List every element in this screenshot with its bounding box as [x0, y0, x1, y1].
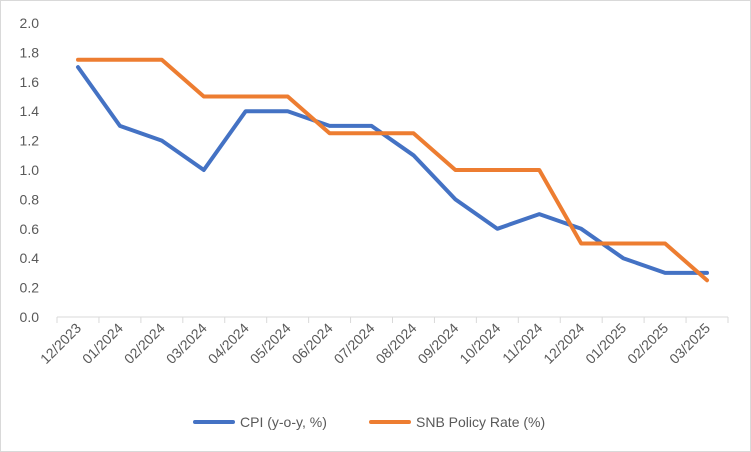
- series-lines: [76, 57, 709, 283]
- x-tick-label: 12/2024: [540, 320, 587, 367]
- y-tick-label: 0.2: [20, 280, 40, 296]
- x-tick-label: 03/2024: [163, 320, 210, 367]
- y-tick-label: 0.8: [20, 191, 40, 207]
- x-tick-label: 12/2023: [37, 320, 84, 367]
- x-tick-label: 01/2024: [79, 320, 126, 367]
- x-tick-label: 04/2024: [205, 320, 252, 367]
- x-tick-label: 01/2025: [582, 320, 629, 367]
- y-axis-ticks: 0.0 0.2 0.4 0.6 0.8 1.0 1.2 1.4 1.6 1.8 2.0: [20, 15, 40, 325]
- x-tick-label: 09/2024: [414, 320, 461, 367]
- x-tick-label: 08/2024: [372, 320, 419, 367]
- legend-label-0: CPI (y-o-y, %): [240, 414, 327, 430]
- legend-label-1: SNB Policy Rate (%): [416, 414, 545, 430]
- y-tick-label: 2.0: [20, 15, 40, 31]
- y-tick-label: 0.6: [20, 221, 40, 237]
- y-tick-label: 0.0: [20, 309, 40, 325]
- x-tick-label: 07/2024: [331, 320, 378, 367]
- x-tick-label: 02/2025: [624, 320, 671, 367]
- x-tick-label: 11/2024: [499, 320, 546, 367]
- x-tick-label: 06/2024: [289, 320, 336, 367]
- x-tick-label: 02/2024: [121, 320, 168, 367]
- y-tick-label: 1.2: [20, 133, 40, 149]
- legend: CPI (y-o-y, %) SNB Policy Rate (%): [193, 414, 545, 430]
- x-tick-label: 05/2024: [247, 320, 294, 367]
- x-axis: 12/202301/202402/202403/202404/202405/20…: [37, 316, 729, 367]
- y-tick-label: 0.4: [20, 250, 40, 266]
- series-line-1: [76, 57, 709, 283]
- y-tick-label: 1.6: [20, 74, 40, 90]
- y-tick-label: 1.8: [20, 44, 40, 60]
- y-tick-label: 1.4: [20, 103, 40, 119]
- x-tick-label: 03/2025: [666, 320, 713, 367]
- y-tick-label: 1.0: [20, 162, 40, 178]
- x-tick-label: 10/2024: [456, 320, 503, 367]
